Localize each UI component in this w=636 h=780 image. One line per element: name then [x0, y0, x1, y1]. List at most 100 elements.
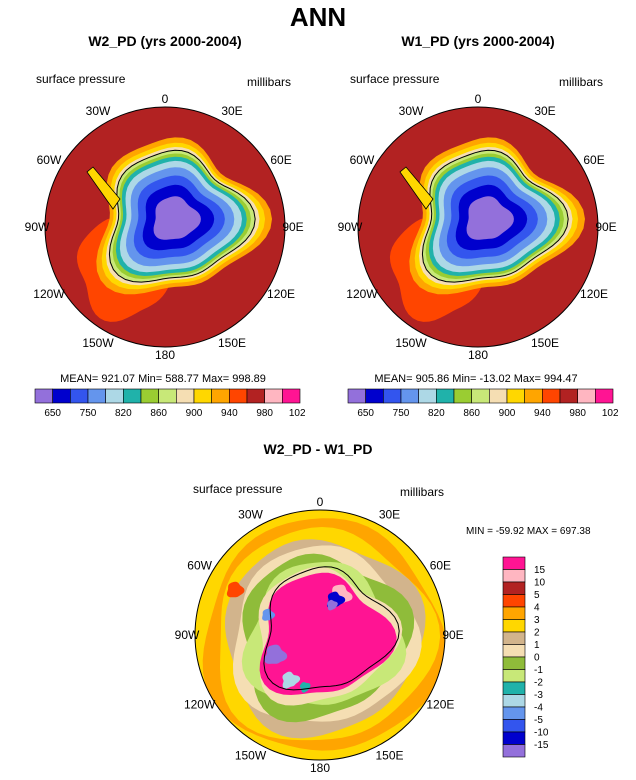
panel-2-colorbar-label-860: 860 — [463, 408, 480, 419]
panel-1-stats: MEAN= 921.07 Min= 588.77 Max= 998.89 — [60, 373, 266, 385]
panel-2-units: millibars — [559, 75, 604, 89]
panel-3-colorbar-box-5 — [502, 619, 526, 633]
panel-3-lon-label-150E: 150E — [375, 748, 403, 762]
panel-1-colorbar-box-9 — [193, 388, 212, 404]
panel-2-lon-label-120W: 120W — [346, 287, 378, 301]
panel-3-map: 0 30E 60E 90E 120E 150E 180 150W 120W 90W 60W 30W — [175, 495, 464, 775]
panel-2-colorbar: 650 750 820 860 900 940 980 1020 — [347, 388, 618, 419]
panel-2-lon-label-30E: 30E — [534, 104, 555, 118]
panel-1-colorbar-label-1020: 1020 — [289, 408, 305, 419]
panel-1-colorbar-label-650: 650 — [44, 408, 61, 419]
panel-2-contour-band-10 — [466, 196, 514, 240]
panel-1-lon-label-150W: 150W — [82, 336, 114, 350]
panel-1-lon-label-150E: 150E — [218, 336, 246, 350]
panel-1-colorbar-label-860: 860 — [150, 408, 167, 419]
panel-2-lon-label-0: 0 — [475, 92, 482, 106]
panel-3-lon-label-120E: 120E — [426, 698, 454, 712]
panel-3-lon-label-60W: 60W — [187, 559, 212, 573]
panel-1-lon-label-120W: 120W — [33, 287, 65, 301]
panel-1-colorbar-label-750: 750 — [80, 408, 97, 419]
panel-3-colorbar-box-8 — [502, 656, 526, 670]
panel-3-colorbar-box-3 — [502, 594, 526, 608]
panel-2-colorbar-label-820: 820 — [428, 408, 445, 419]
panel-2-lon-label-60W: 60W — [350, 153, 375, 167]
panel-1-colorbar-box-14 — [282, 388, 301, 404]
panel-2-lon-label-150W: 150W — [395, 336, 427, 350]
panel-2-colorbar-label-650: 650 — [357, 408, 374, 419]
panel-2-lon-label-30W: 30W — [399, 104, 424, 118]
panel-2-colorbar-box-0 — [347, 388, 366, 404]
panel-3-lon-label-30W: 30W — [238, 508, 263, 522]
panel-3-colorbar-box-13 — [502, 719, 526, 733]
panel-3-title: W2_PD - W1_PD — [263, 441, 373, 457]
panel-3-anomaly-band-7 — [259, 572, 397, 695]
panel-2-colorbar-box-11 — [542, 388, 561, 404]
panel-1-colorbar-box-8 — [176, 388, 195, 404]
panel-2-colorbar-box-4 — [418, 388, 437, 404]
panel-3-colorbar-label-2: 2 — [534, 628, 540, 639]
panel-2-stats: MEAN= 905.86 Min= -13.02 Max= 994.47 — [374, 373, 578, 385]
panel-2-colorbar-box-6 — [453, 388, 472, 404]
panel-1-colorbar-label-900: 900 — [186, 408, 203, 419]
panel-2-colorbar-box-1 — [365, 388, 384, 404]
panel-3-colorbar-box-1 — [502, 569, 526, 583]
panel-1-colorbar-box-11 — [229, 388, 248, 404]
panel-2-map-border — [357, 106, 599, 348]
panel-3-lon-label-90E: 90E — [442, 628, 463, 642]
panel-3-anomaly-patch-3 — [264, 644, 288, 664]
panel-3-colorbar-box-15 — [502, 744, 526, 758]
panel-1-colorbar-box-13 — [264, 388, 283, 404]
panel-1-lon-label-0: 0 — [162, 92, 169, 106]
panel-3-colorbar-box-9 — [502, 669, 526, 683]
panel-1-lon-label-60E: 60E — [270, 153, 291, 167]
panel-2-coastline — [421, 149, 569, 283]
panel-1-colorbar-box-0 — [34, 388, 53, 404]
panel-1-colorbar-box-1 — [52, 388, 71, 404]
panel-3-colorbar-label--2: -2 — [534, 678, 543, 689]
panel-1-map-border — [44, 106, 286, 348]
panel-1-lon-label-30W: 30W — [86, 104, 111, 118]
panel-3-colorbar-box-4 — [502, 606, 526, 620]
panel-1-colorbar: 650 750 820 860 900 940 980 1020 — [34, 388, 305, 419]
panel-3-colorbar-box-2 — [502, 581, 526, 595]
panel-3-colorbar-label-4: 4 — [534, 603, 540, 614]
panel-1-colorbar-box-7 — [158, 388, 177, 404]
panel-1-map: 0 30E 60E 90E 120E 150E 180 150W 120W 90W 60W 30W — [25, 92, 304, 362]
panel-3-colorbar-label--4: -4 — [534, 703, 543, 714]
panel-1-colorbar-box-12 — [246, 388, 265, 404]
panel-2-colorbar-box-9 — [506, 388, 525, 404]
panel-3-lon-label-180: 180 — [310, 761, 330, 775]
panel-1-colorbar-box-4 — [105, 388, 124, 404]
panel-3-lon-label-30E: 30E — [379, 508, 400, 522]
panel-1-lon-label-30E: 30E — [221, 104, 242, 118]
panel-2-colorbar-label-900: 900 — [499, 408, 516, 419]
panel-3-colorbar-box-12 — [502, 706, 526, 720]
panel-2-map: 0 30E 60E 90E 120E 150E 180 150W 120W 90W 60W 30W — [338, 92, 617, 362]
panel-1-lon-label-90E: 90E — [282, 220, 303, 234]
panel-3-colorbar-label--1: -1 — [534, 665, 543, 676]
panel-2-peninsula — [399, 166, 434, 210]
panel-3-colorbar-box-7 — [502, 644, 526, 658]
panel-1-lon-label-120E: 120E — [267, 287, 295, 301]
panel-2-title: W1_PD (yrs 2000-2004) — [401, 33, 555, 49]
panel-3-lon-label-150W: 150W — [235, 748, 267, 762]
panel-1-colorbar-label-820: 820 — [115, 408, 132, 419]
panel-2-colorbar-box-12 — [559, 388, 578, 404]
panel-3-colorbar-label--10: -10 — [534, 728, 549, 739]
panel-2-colorbar-box-14 — [595, 388, 614, 404]
panel-1-lon-label-90W: 90W — [25, 220, 50, 234]
panel-1-title: W2_PD (yrs 2000-2004) — [88, 33, 242, 49]
panel-2-colorbar-label-750: 750 — [393, 408, 410, 419]
panel-3-colorbar-label-1: 1 — [534, 640, 540, 651]
panel-1-colorbar-box-6 — [140, 388, 159, 404]
panel-3-colorbar-label-10: 10 — [534, 578, 546, 589]
panel-1-colorbar-box-10 — [211, 388, 230, 404]
panel-3-colorbar-box-6 — [502, 631, 526, 645]
panel-3-colorbar-label--5: -5 — [534, 715, 543, 726]
panel-1-peninsula — [86, 166, 121, 210]
panel-3-colorbar-label-3: 3 — [534, 615, 540, 626]
panel-3-variable: surface pressure — [193, 482, 283, 496]
panel-2-lon-label-180: 180 — [468, 348, 488, 362]
panel-2-colorbar-box-3 — [400, 388, 419, 404]
